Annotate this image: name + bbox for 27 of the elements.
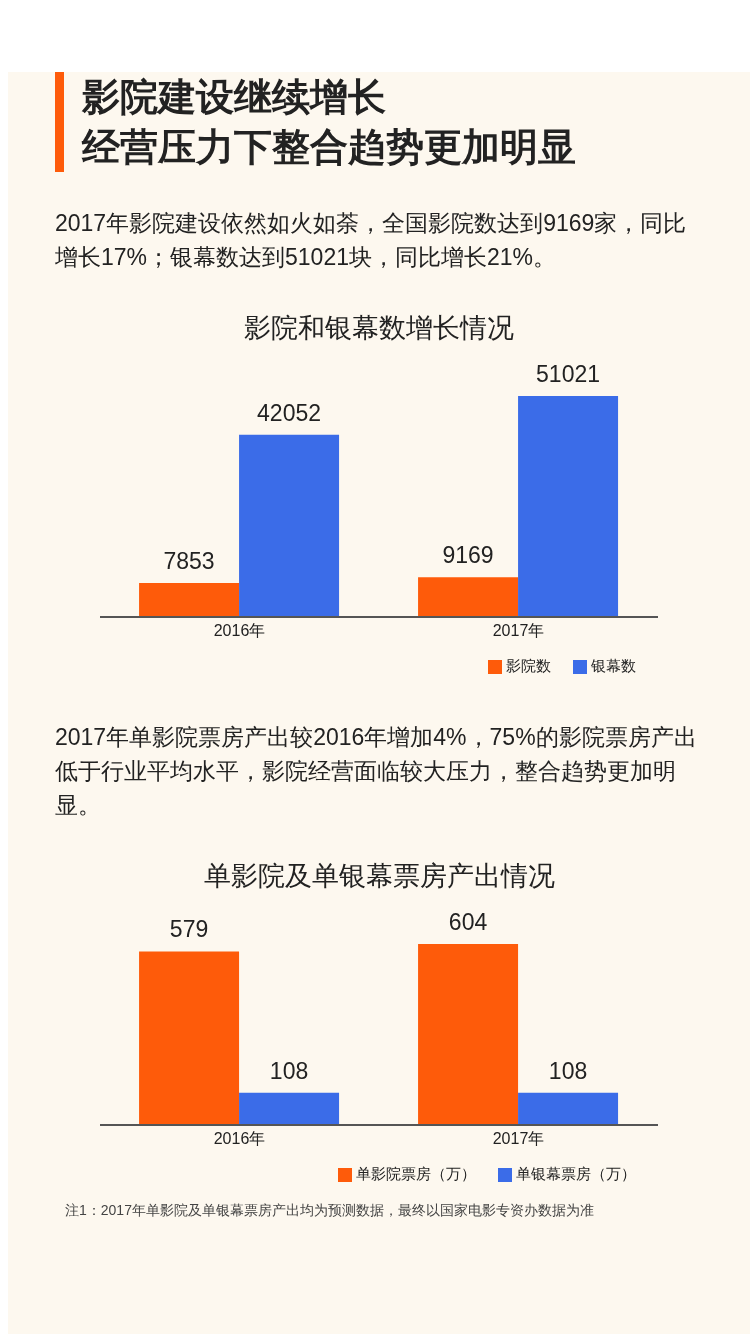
legend-label: 单影院票房（万） <box>356 1165 476 1182</box>
data-label: 108 <box>548 1057 588 1084</box>
x-tick-label: 2017年 <box>492 622 545 640</box>
data-label: 9169 <box>442 542 494 569</box>
text: 2017年单影院票房产出较2016年增加4%，75%的影院票房产出低于行业平均水平，影院经营面临较大压力，整合趋势更加明显。 <box>55 723 698 820</box>
x-tick-label: 2017年 <box>492 1130 545 1148</box>
chart-title: 单影院及单银幕票房产出情况 <box>202 860 556 893</box>
bar <box>418 577 519 617</box>
bar <box>139 582 240 617</box>
legend-label: 银幕数 <box>591 657 636 674</box>
data-label: 579 <box>169 916 209 943</box>
x-tick-label: 2016年 <box>213 1130 266 1148</box>
data-label: 7853 <box>163 547 215 574</box>
text: 2017年影院建设依然如火如荼，全国影院数达到9169家，同比增长17%；银幕数达到51021块，同比增长21%。 <box>55 209 688 272</box>
bar <box>239 434 340 617</box>
chart-title: 影院和银幕数增长情况 <box>243 312 515 345</box>
text: 影院建设继续增长 <box>55 72 750 122</box>
data-label: 42052 <box>257 399 322 426</box>
data-label: 108 <box>269 1057 309 1084</box>
text: 注1：2017年单影院及单银幕票房产出均为预测数据，最终以国家电影专资办数据为准 <box>65 1202 595 1220</box>
legend-label: 单银幕票房（万） <box>516 1165 636 1182</box>
bar <box>518 396 619 617</box>
data-label: 51021 <box>536 361 601 387</box>
x-tick-label: 2016年 <box>213 622 266 640</box>
legend-label: 影院数 <box>506 657 551 674</box>
data-label: 604 <box>448 909 488 935</box>
text: 经营压力下整合趋势更加明显 <box>55 122 750 172</box>
